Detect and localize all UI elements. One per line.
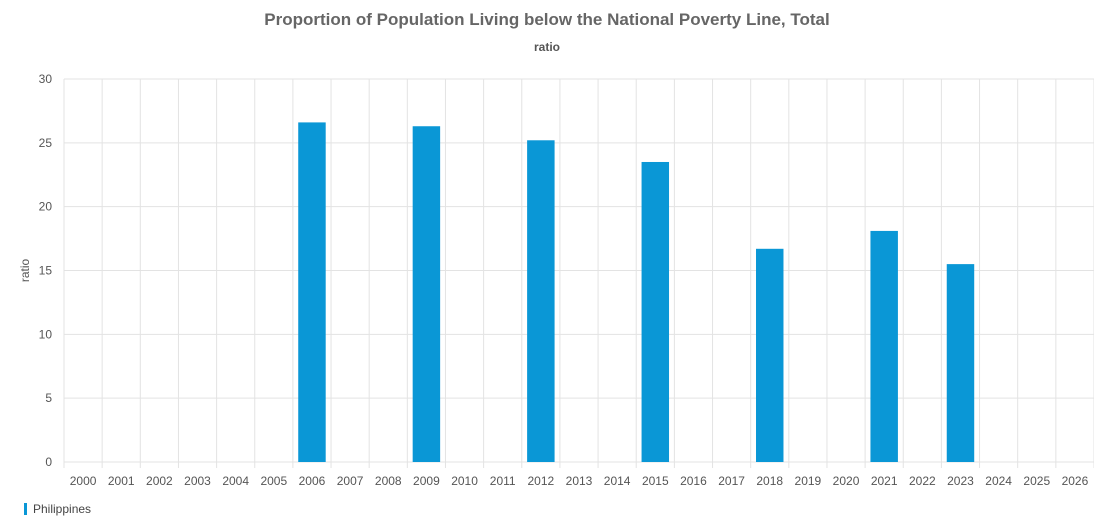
x-tick-label: 2009 (413, 474, 440, 488)
bar (298, 122, 326, 462)
bar (870, 230, 898, 462)
x-tick-label: 2002 (146, 474, 173, 488)
x-tick-label: 2018 (756, 474, 783, 488)
x-tick-label: 2012 (528, 474, 555, 488)
x-tick-label: 2026 (1062, 474, 1089, 488)
x-tick-label: 2005 (260, 474, 287, 488)
x-tick-label: 2021 (871, 474, 898, 488)
y-tick-label: 0 (45, 455, 52, 469)
legend-label: Philippines (33, 502, 92, 516)
y-tick-label: 20 (39, 200, 53, 214)
bar (946, 264, 975, 462)
x-tick-label: 2001 (108, 474, 135, 488)
chart-subtitle: ratio (533, 40, 560, 54)
y-tick-label: 30 (39, 72, 53, 86)
bar (412, 126, 441, 462)
x-tick-label: 2022 (909, 474, 936, 488)
x-tick-label: 2014 (604, 474, 631, 488)
legend-swatch (24, 503, 27, 515)
x-tick-label: 2000 (70, 474, 97, 488)
y-tick-label: 10 (39, 327, 53, 341)
x-tick-label: 2013 (566, 474, 593, 488)
x-tick-label: 2003 (184, 474, 211, 488)
legend[interactable]: Philippines (24, 502, 91, 516)
y-tick-label: 25 (39, 136, 53, 150)
x-tick-label: 2008 (375, 474, 402, 488)
x-tick-label: 2006 (299, 474, 326, 488)
x-tick-label: 2025 (1023, 474, 1050, 488)
x-tick-label: 2004 (222, 474, 249, 488)
x-tick-label: 2019 (795, 474, 822, 488)
x-tick-label: 2011 (490, 474, 516, 488)
y-tick-label: 15 (39, 264, 53, 278)
x-tick-label: 2010 (451, 474, 478, 488)
bar (756, 248, 784, 462)
bar (641, 161, 670, 462)
x-tick-label: 2023 (947, 474, 974, 488)
x-tick-label: 2017 (718, 474, 745, 488)
x-tick-label: 2007 (337, 474, 364, 488)
chart-title: Proportion of Population Living below th… (264, 10, 830, 29)
x-tick-label: 2016 (680, 474, 707, 488)
x-tick-label: 2020 (833, 474, 860, 488)
x-tick-label: 2024 (985, 474, 1012, 488)
x-tick-label: 2015 (642, 474, 669, 488)
y-tick-label: 5 (45, 391, 52, 405)
bar (527, 140, 555, 462)
y-axis-title: ratio (18, 259, 32, 283)
